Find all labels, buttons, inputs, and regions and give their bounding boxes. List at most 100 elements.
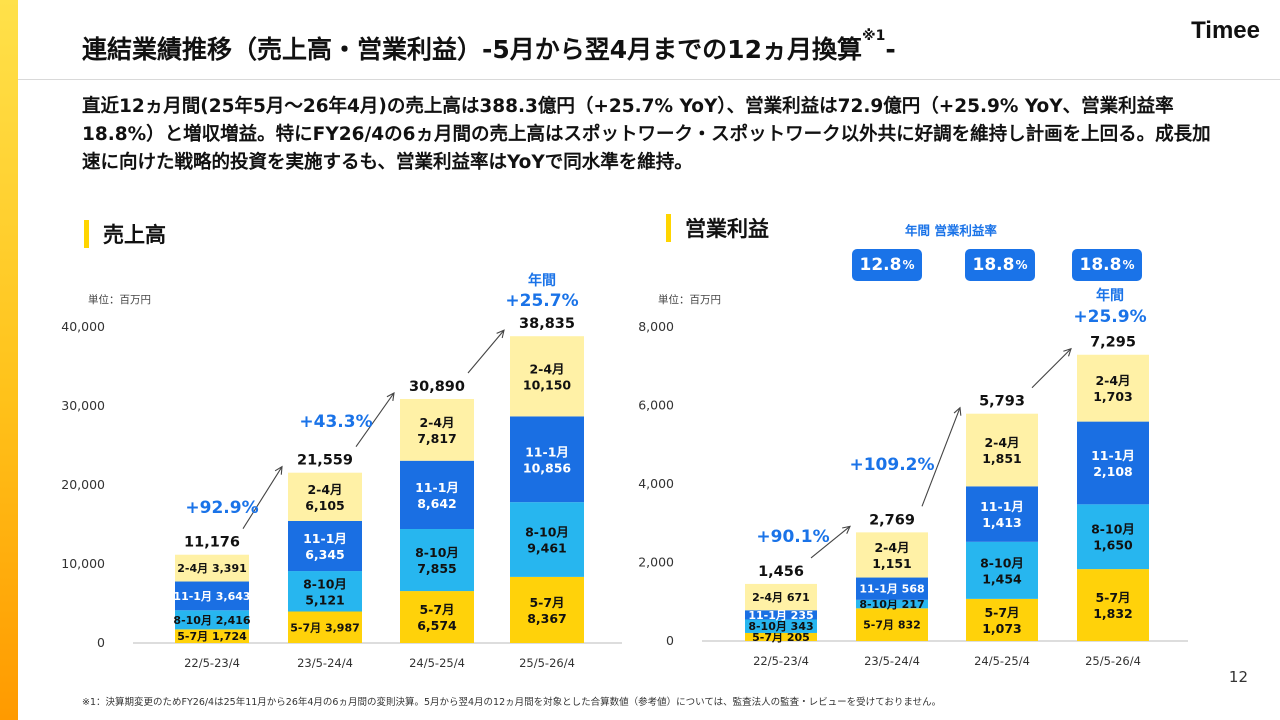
bar-segment <box>400 460 474 530</box>
bar-segment <box>856 608 928 641</box>
bar-segment <box>288 520 362 572</box>
x-tick-label: 22/5-23/4 <box>753 654 809 668</box>
y-tick-label: 4,000 <box>638 476 674 491</box>
profit-heading-label: 営業利益 <box>685 217 769 241</box>
revenue-unit-label: 単位：百万円 <box>88 294 151 306</box>
bar-segment <box>745 619 817 633</box>
segment-value: 1,413 <box>982 515 1022 530</box>
growth-label: +90.1% <box>756 527 829 547</box>
segment-label: 2-4月 <box>1095 373 1130 388</box>
segment-label: 2-4月 <box>984 435 1019 450</box>
heading-accent-bar <box>84 220 89 248</box>
segment-label: 11-1月 <box>303 531 347 546</box>
bar-segment <box>1077 421 1149 505</box>
total-label: 7,295 <box>1090 335 1136 351</box>
segment-label: 11-1月 <box>415 480 459 495</box>
total-label: 30,890 <box>409 379 465 395</box>
bar-segment <box>856 532 928 578</box>
growth-arrow-head <box>274 465 283 475</box>
segment-label: 11-1月 235 <box>748 609 813 622</box>
growth-label: +92.9% <box>185 498 258 518</box>
total-label: 2,769 <box>869 512 915 528</box>
annual-label: 年間 <box>1096 287 1124 304</box>
bar-segment <box>400 398 474 461</box>
bar-segment <box>510 416 584 503</box>
segment-label: 8-10月 2,416 <box>173 614 250 627</box>
x-tick-label: 22/5-23/4 <box>184 656 240 670</box>
x-tick-label: 24/5-25/4 <box>974 654 1030 668</box>
bar-segment <box>856 599 928 609</box>
segment-value: 8,367 <box>527 611 567 626</box>
segment-value: 8,642 <box>417 496 457 511</box>
segment-value: 9,461 <box>527 541 567 556</box>
segment-label: 11-1月 <box>1091 448 1135 463</box>
segment-value: 2,108 <box>1093 464 1133 479</box>
y-tick-label: 0 <box>666 633 674 648</box>
segment-value: 10,150 <box>523 377 572 392</box>
bar-segment <box>745 610 817 620</box>
growth-arrow <box>1031 348 1072 389</box>
segment-label: 5-7月 <box>419 602 454 617</box>
segment-label: 5-7月 <box>984 605 1019 620</box>
y-tick-label: 10,000 <box>61 556 105 571</box>
total-label: 5,793 <box>979 394 1025 410</box>
annual-label: 年間 <box>528 272 556 289</box>
segment-value: 5,121 <box>305 592 345 607</box>
page-title: 連結業績推移（売上高・営業利益）-5月から翌4月までの12ヵ月換算※1- <box>82 28 896 64</box>
segment-label: 5-7月 <box>529 595 564 610</box>
segment-value: 1,703 <box>1093 389 1133 404</box>
segment-label: 8-10月 343 <box>748 620 813 633</box>
segment-label: 11-1月 <box>525 444 569 459</box>
bar-segment <box>510 502 584 577</box>
segment-label: 8-10月 <box>525 525 569 540</box>
growth-arrow-head <box>496 329 505 339</box>
growth-label: +25.9% <box>1073 307 1146 327</box>
margin-badge: 18.8% <box>1072 249 1142 281</box>
bar-segment <box>288 571 362 612</box>
x-tick-label: 24/5-25/4 <box>409 656 465 670</box>
bar-segment <box>175 629 249 643</box>
growth-label: +109.2% <box>849 455 934 475</box>
bar-segment <box>400 529 474 592</box>
segment-label: 5-7月 <box>1095 590 1130 605</box>
bar-segment <box>510 576 584 643</box>
segment-label: 11-1月 568 <box>859 583 924 596</box>
y-tick-label: 30,000 <box>61 398 105 413</box>
segment-label: 2-4月 <box>529 361 564 376</box>
segment-value: 6,345 <box>305 547 345 562</box>
summary-text: 直近12ヵ月間(25年5月〜26年4月)の売上高は388.3億円（+25.7% … <box>82 96 1211 173</box>
segment-label: 8-10月 <box>303 576 347 591</box>
bar-segment <box>288 472 362 521</box>
timee-logo: Timee <box>1191 17 1260 44</box>
y-tick-label: 6,000 <box>638 398 674 413</box>
growth-arrow <box>810 525 851 559</box>
bar-segment <box>1077 504 1149 570</box>
segment-label: 11-1月 <box>980 499 1024 514</box>
y-tick-label: 0 <box>97 635 105 650</box>
bar-segment <box>966 413 1038 487</box>
segment-label: 5-7月 1,724 <box>177 630 247 643</box>
margin-badge: 12.8% <box>852 249 922 281</box>
bar-segment <box>175 581 249 611</box>
y-tick-label: 2,000 <box>638 555 674 570</box>
page-number: 12 <box>1228 668 1248 686</box>
growth-arrow-head <box>386 391 395 401</box>
segment-label: 5-7月 832 <box>863 619 921 632</box>
bar-segment <box>510 336 584 417</box>
segment-value: 1,151 <box>872 556 912 571</box>
segment-value: 1,650 <box>1093 538 1133 553</box>
segment-label: 2-4月 <box>419 415 454 430</box>
segment-value: 7,817 <box>417 431 457 446</box>
segment-value: 10,856 <box>523 460 572 475</box>
segment-label: 5-7月 3,987 <box>290 621 360 634</box>
revenue-heading-label: 売上高 <box>103 223 166 247</box>
segment-label: 5-7月 205 <box>752 631 810 644</box>
bar-segment <box>856 577 928 600</box>
profit-section-heading: 営業利益 <box>666 213 769 243</box>
bar-segment <box>1077 354 1149 422</box>
x-tick-label: 25/5-26/4 <box>519 656 575 670</box>
segment-value: 1,073 <box>982 621 1022 636</box>
total-label: 21,559 <box>297 453 353 469</box>
bar-segment <box>966 541 1038 599</box>
